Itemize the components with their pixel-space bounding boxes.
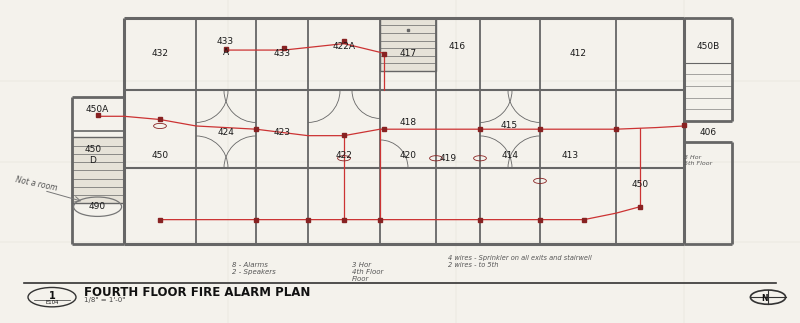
- Text: 3 Hor
4th Floor
Floor: 3 Hor 4th Floor Floor: [352, 262, 383, 282]
- Text: 1/8" = 1'-0": 1/8" = 1'-0": [84, 297, 126, 303]
- Text: 413: 413: [562, 151, 579, 160]
- Text: 423: 423: [273, 128, 290, 137]
- Text: 450B: 450B: [696, 42, 720, 51]
- Text: 1: 1: [49, 291, 55, 300]
- Text: 422: 422: [335, 151, 353, 160]
- Text: 450
D: 450 D: [84, 145, 102, 165]
- Bar: [72, 137, 124, 203]
- Text: 416: 416: [449, 42, 466, 51]
- Text: 414: 414: [501, 151, 518, 160]
- Text: Not a room: Not a room: [14, 175, 58, 193]
- Bar: [380, 18, 436, 71]
- Text: 432: 432: [151, 49, 169, 58]
- Text: 4 wires - Sprinkler on all exits and stairwell
2 wires - to 5th: 4 wires - Sprinkler on all exits and sta…: [448, 255, 592, 268]
- Text: 433: 433: [274, 49, 291, 58]
- Text: 450: 450: [151, 151, 169, 160]
- Text: 8 - Alarms
2 - Speakers: 8 - Alarms 2 - Speakers: [232, 262, 276, 275]
- Text: N: N: [761, 294, 767, 303]
- Text: FOURTH FLOOR FIRE ALARM PLAN: FOURTH FLOOR FIRE ALARM PLAN: [84, 286, 310, 299]
- Text: 490: 490: [89, 202, 106, 211]
- Text: 419: 419: [439, 154, 457, 163]
- Text: 417: 417: [399, 49, 417, 58]
- Text: 450: 450: [631, 180, 649, 189]
- Text: 424: 424: [217, 128, 234, 137]
- Text: 3 Hor
5th Floor: 3 Hor 5th Floor: [684, 155, 712, 166]
- Text: 422A: 422A: [333, 42, 355, 51]
- Text: 420: 420: [399, 151, 417, 160]
- Text: 406: 406: [699, 128, 717, 137]
- Text: 450A: 450A: [86, 105, 110, 114]
- Text: 415: 415: [501, 121, 518, 130]
- Text: 412: 412: [569, 49, 586, 58]
- Text: E104: E104: [46, 300, 58, 306]
- Text: 433
A: 433 A: [217, 37, 234, 57]
- Text: 418: 418: [399, 118, 417, 127]
